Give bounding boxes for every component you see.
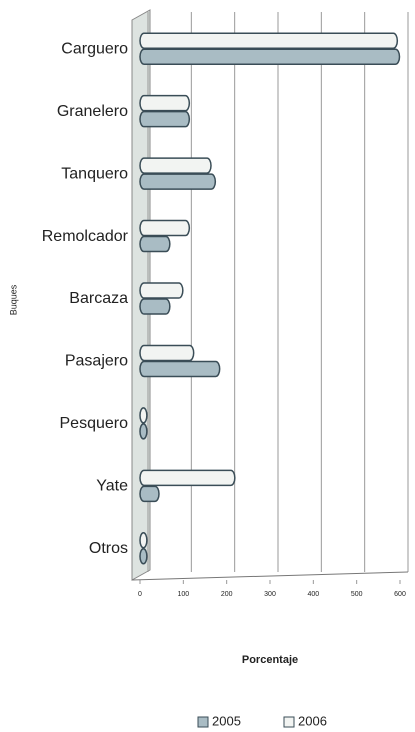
y-tick-label: Pasajero [65,353,128,370]
legend-label: 2006 [298,713,327,728]
bar [139,32,399,49]
x-tick-label: 100 [177,591,189,598]
legend-swatch [197,716,209,728]
bar [139,532,148,549]
x-tick-label: 400 [307,591,319,598]
bar [139,219,191,237]
legend-label: 2005 [212,713,241,728]
y-tick-label: Granelero [57,103,128,120]
bar [139,157,212,174]
bar [139,235,171,253]
x-tick-label: 500 [351,591,363,598]
x-tick-label: 0 [138,591,142,598]
x-axis-label: Porcentaje [242,654,298,666]
bar [139,469,236,487]
bar [139,485,160,503]
y-tick-label: Carguero [61,40,128,57]
y-tick-label: Pesquero [60,415,129,432]
bar [139,110,191,128]
bar [139,423,148,440]
bar [139,94,191,112]
y-tick-label: Barcaza [69,290,128,307]
x-tick-label: 300 [264,591,276,598]
x-axis [131,571,409,581]
bar [139,298,171,315]
y-tick-label: Remolcador [42,228,129,245]
bar [139,407,148,424]
bar [139,360,221,378]
legend-swatch [283,716,295,728]
y-tick-label: Otros [89,540,128,557]
y-tick-label: Yate [96,478,128,495]
bar [139,173,217,190]
y-tick-label: Tanquero [61,165,128,182]
bar [139,282,184,299]
bar [139,344,195,362]
x-tick-label: 200 [221,591,233,598]
y-axis-label: Buques [8,284,18,315]
bar [139,548,148,565]
x-tick-label: 600 [394,591,406,598]
bar [139,48,401,65]
